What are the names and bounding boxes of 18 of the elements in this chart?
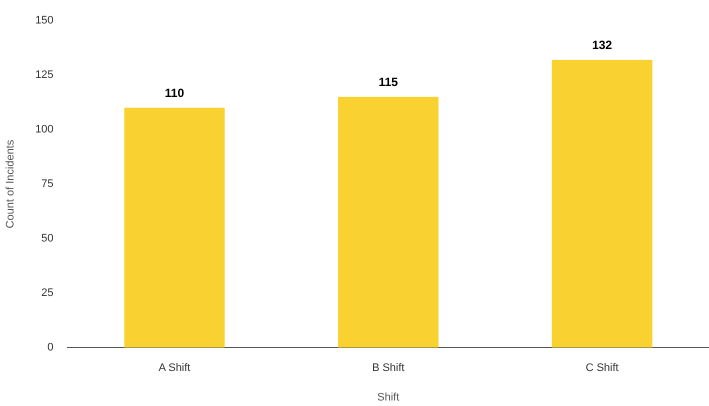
y-tick-label: 150 (35, 14, 54, 27)
data-label: 132 (592, 38, 612, 52)
x-axis-title: Shift (377, 391, 400, 404)
y-tick-label: 75 (41, 178, 54, 190)
data-label: 115 (378, 75, 398, 90)
bar (338, 96, 439, 348)
x-tick-label: C Shift (586, 362, 619, 374)
y-tick-label: 100 (35, 124, 54, 136)
x-tick-label: B Shift (372, 362, 404, 374)
y-tick-label: 50 (41, 232, 54, 245)
x-tick-label: A Shift (158, 362, 190, 374)
y-tick-label: 125 (35, 69, 54, 82)
bar (124, 108, 225, 348)
y-tick-label: 0 (47, 342, 54, 354)
data-label: 110 (164, 86, 184, 100)
bar (552, 60, 652, 348)
y-tick-label: 25 (41, 287, 54, 300)
y-axis-title: Count of Incidents (4, 139, 17, 228)
